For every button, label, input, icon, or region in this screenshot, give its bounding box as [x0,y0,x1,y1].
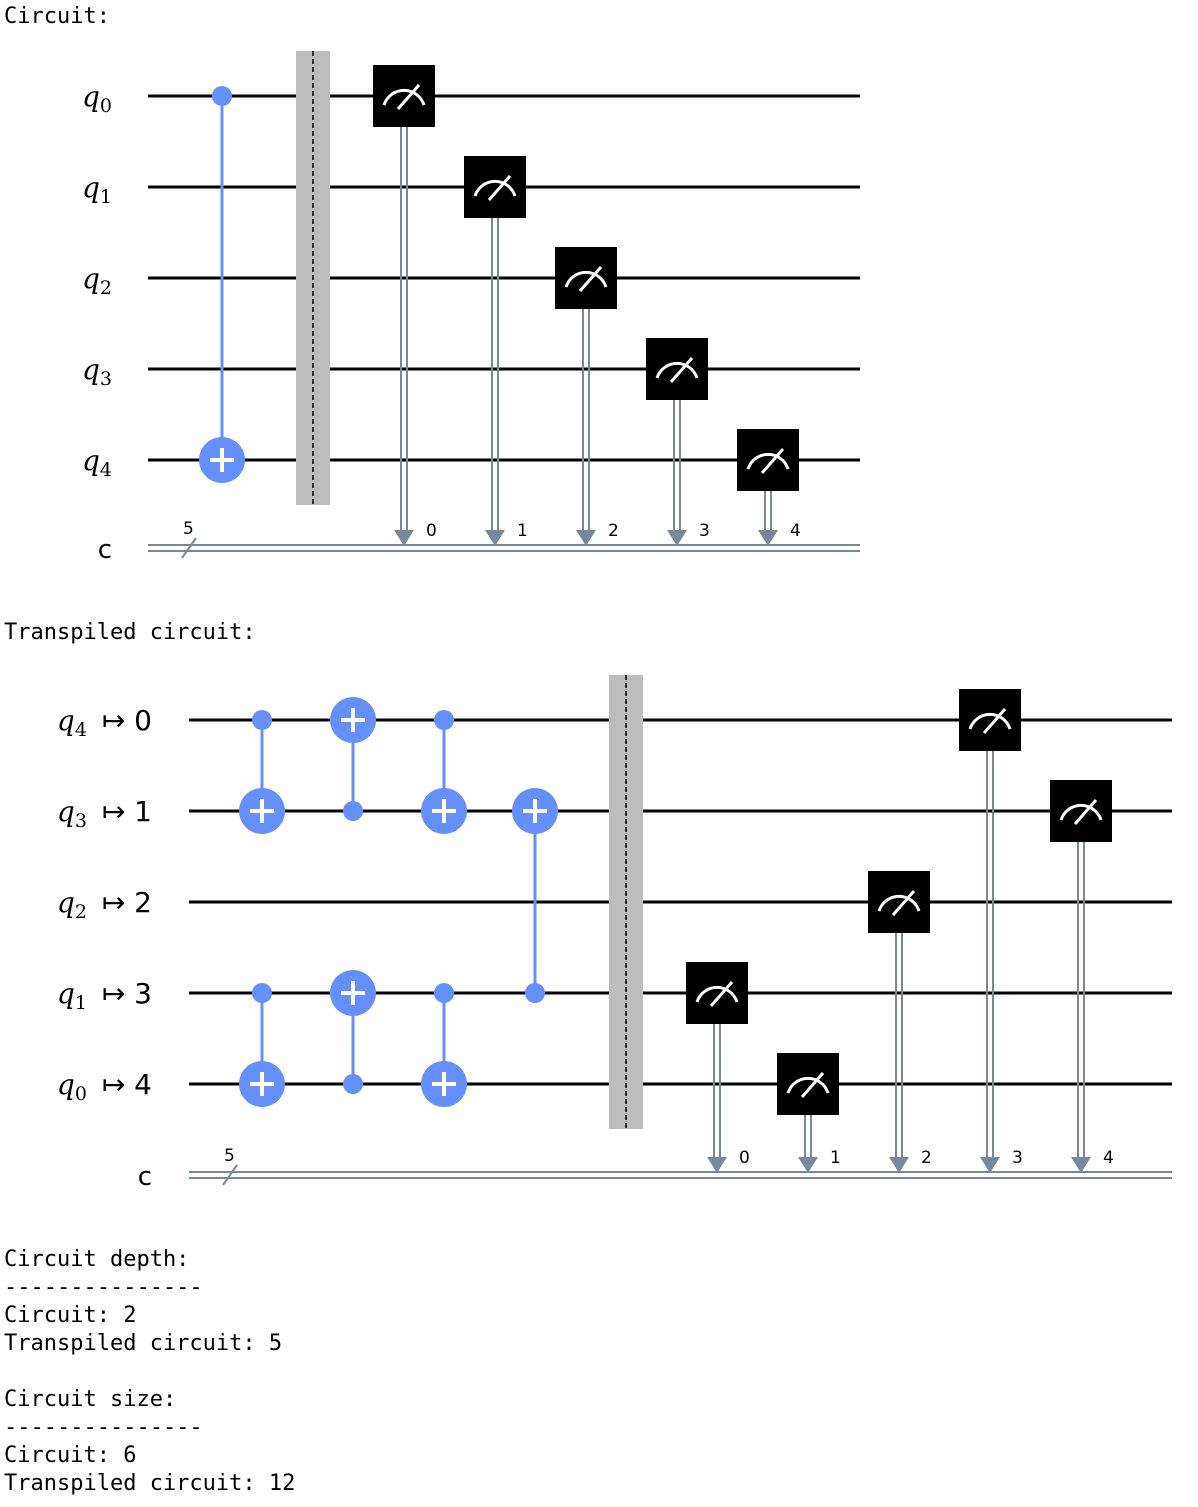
register-size-label: 5 [224,1146,235,1166]
measure-arrow [394,530,414,546]
measure-box [464,156,526,218]
measure-box [373,65,435,127]
control-dot [343,1074,363,1094]
meter-needle [669,357,694,383]
circuit-stats: Circuit depth: --------------- Circuit: … [4,1246,295,1498]
measure-box [959,689,1021,751]
clbit-index-label: 3 [1012,1148,1023,1168]
measure-box [737,429,799,491]
size-transpiled: Transpiled circuit: 12 [4,1471,296,1496]
meter-arc [695,985,739,1003]
control-dot [252,710,272,730]
control-dot [525,983,545,1003]
control-dot [252,983,272,1003]
clbit-index-label: 1 [517,521,528,541]
measure-arrow [980,1157,1000,1173]
measure-box [1050,780,1112,842]
clbit-index-label: 4 [790,521,801,541]
meter-arc [746,452,790,470]
qubit-label: q0 [82,80,112,117]
measure-arrow [667,530,687,546]
depth-rule: --------------- [4,1275,203,1300]
clbit-index-label: 0 [739,1148,750,1168]
meter-needle [487,175,512,201]
meter-arc [877,894,921,912]
measure-box [686,962,748,1024]
meter-arc [786,1076,830,1094]
meter-arc [564,270,608,288]
depth-circuit: Circuit: 2 [4,1303,137,1328]
control-dot [434,710,454,730]
control-dot [212,86,232,106]
meter-arc [655,361,699,379]
meter-needle [578,266,603,292]
clbit-index-label: 2 [921,1148,932,1168]
clbit-index-label: 4 [1103,1148,1114,1168]
meter-needle [800,1072,825,1098]
clbit-index-label: 1 [830,1148,841,1168]
qubit-label: q2 [82,262,112,299]
meter-needle [396,84,421,110]
qubit-label: q1 [82,171,112,208]
meter-needle [982,708,1007,734]
size-rule: --------------- [4,1415,203,1440]
meter-arc [968,712,1012,730]
measure-box [646,338,708,400]
circuit-heading: Circuit: [4,4,110,29]
qubit-label: q4 ↦ 0 [57,704,152,741]
meter-needle [1073,799,1098,825]
measure-box [777,1053,839,1115]
measure-arrow [485,530,505,546]
register-size-label: 5 [183,519,194,539]
clbit-index-label: 0 [426,521,437,541]
depth-transpiled: Transpiled circuit: 5 [4,1331,283,1356]
control-dot [343,801,363,821]
measure-arrow [758,530,778,546]
measure-arrow [707,1157,727,1173]
control-dot [434,983,454,1003]
meter-needle [760,448,785,474]
transpiled-circuit-heading: Transpiled circuit: [4,620,256,645]
register-size-slash [222,1164,238,1186]
circuit-diagrams: q0 q1 q2 q3 q4 c 5 0 1 2 3 4 q4 ↦ 0 q3 ↦ 1 q2 ↦ 2 q1 ↦… [57,51,1172,1192]
size-title: Circuit size: [4,1387,177,1412]
qubit-label: q1 ↦ 3 [57,977,152,1014]
transpiled-circuit-diagram: q4 ↦ 0 q3 ↦ 1 q2 ↦ 2 q1 ↦ 3 q0 ↦ 4 c 5 0 1 2 3 4 [57,675,1172,1192]
clbit-index-label: 2 [608,521,619,541]
classical-register-label: c [98,535,112,565]
qubit-label: q3 [82,353,112,390]
measure-arrow [798,1157,818,1173]
measure-arrow [889,1157,909,1173]
classical-register-label: c [138,1162,152,1192]
measure-box [868,871,930,933]
measure-box [555,247,617,309]
meter-needle [709,981,734,1007]
meter-arc [382,88,426,106]
meter-needle [891,890,916,916]
qubit-label: q4 [82,444,112,481]
measure-arrow [1071,1157,1091,1173]
depth-title: Circuit depth: [4,1247,190,1272]
qubit-label: q2 ↦ 2 [57,886,152,923]
register-size-slash [181,537,197,559]
meter-arc [473,179,517,197]
measure-arrow [576,530,596,546]
size-circuit: Circuit: 6 [4,1443,137,1468]
qubit-label: q3 ↦ 1 [57,795,152,832]
original-circuit-diagram: q0 q1 q2 q3 q4 c 5 0 1 2 3 4 [82,51,860,565]
meter-arc [1059,803,1103,821]
clbit-index-label: 3 [699,521,710,541]
qubit-label: q0 ↦ 4 [57,1068,152,1105]
